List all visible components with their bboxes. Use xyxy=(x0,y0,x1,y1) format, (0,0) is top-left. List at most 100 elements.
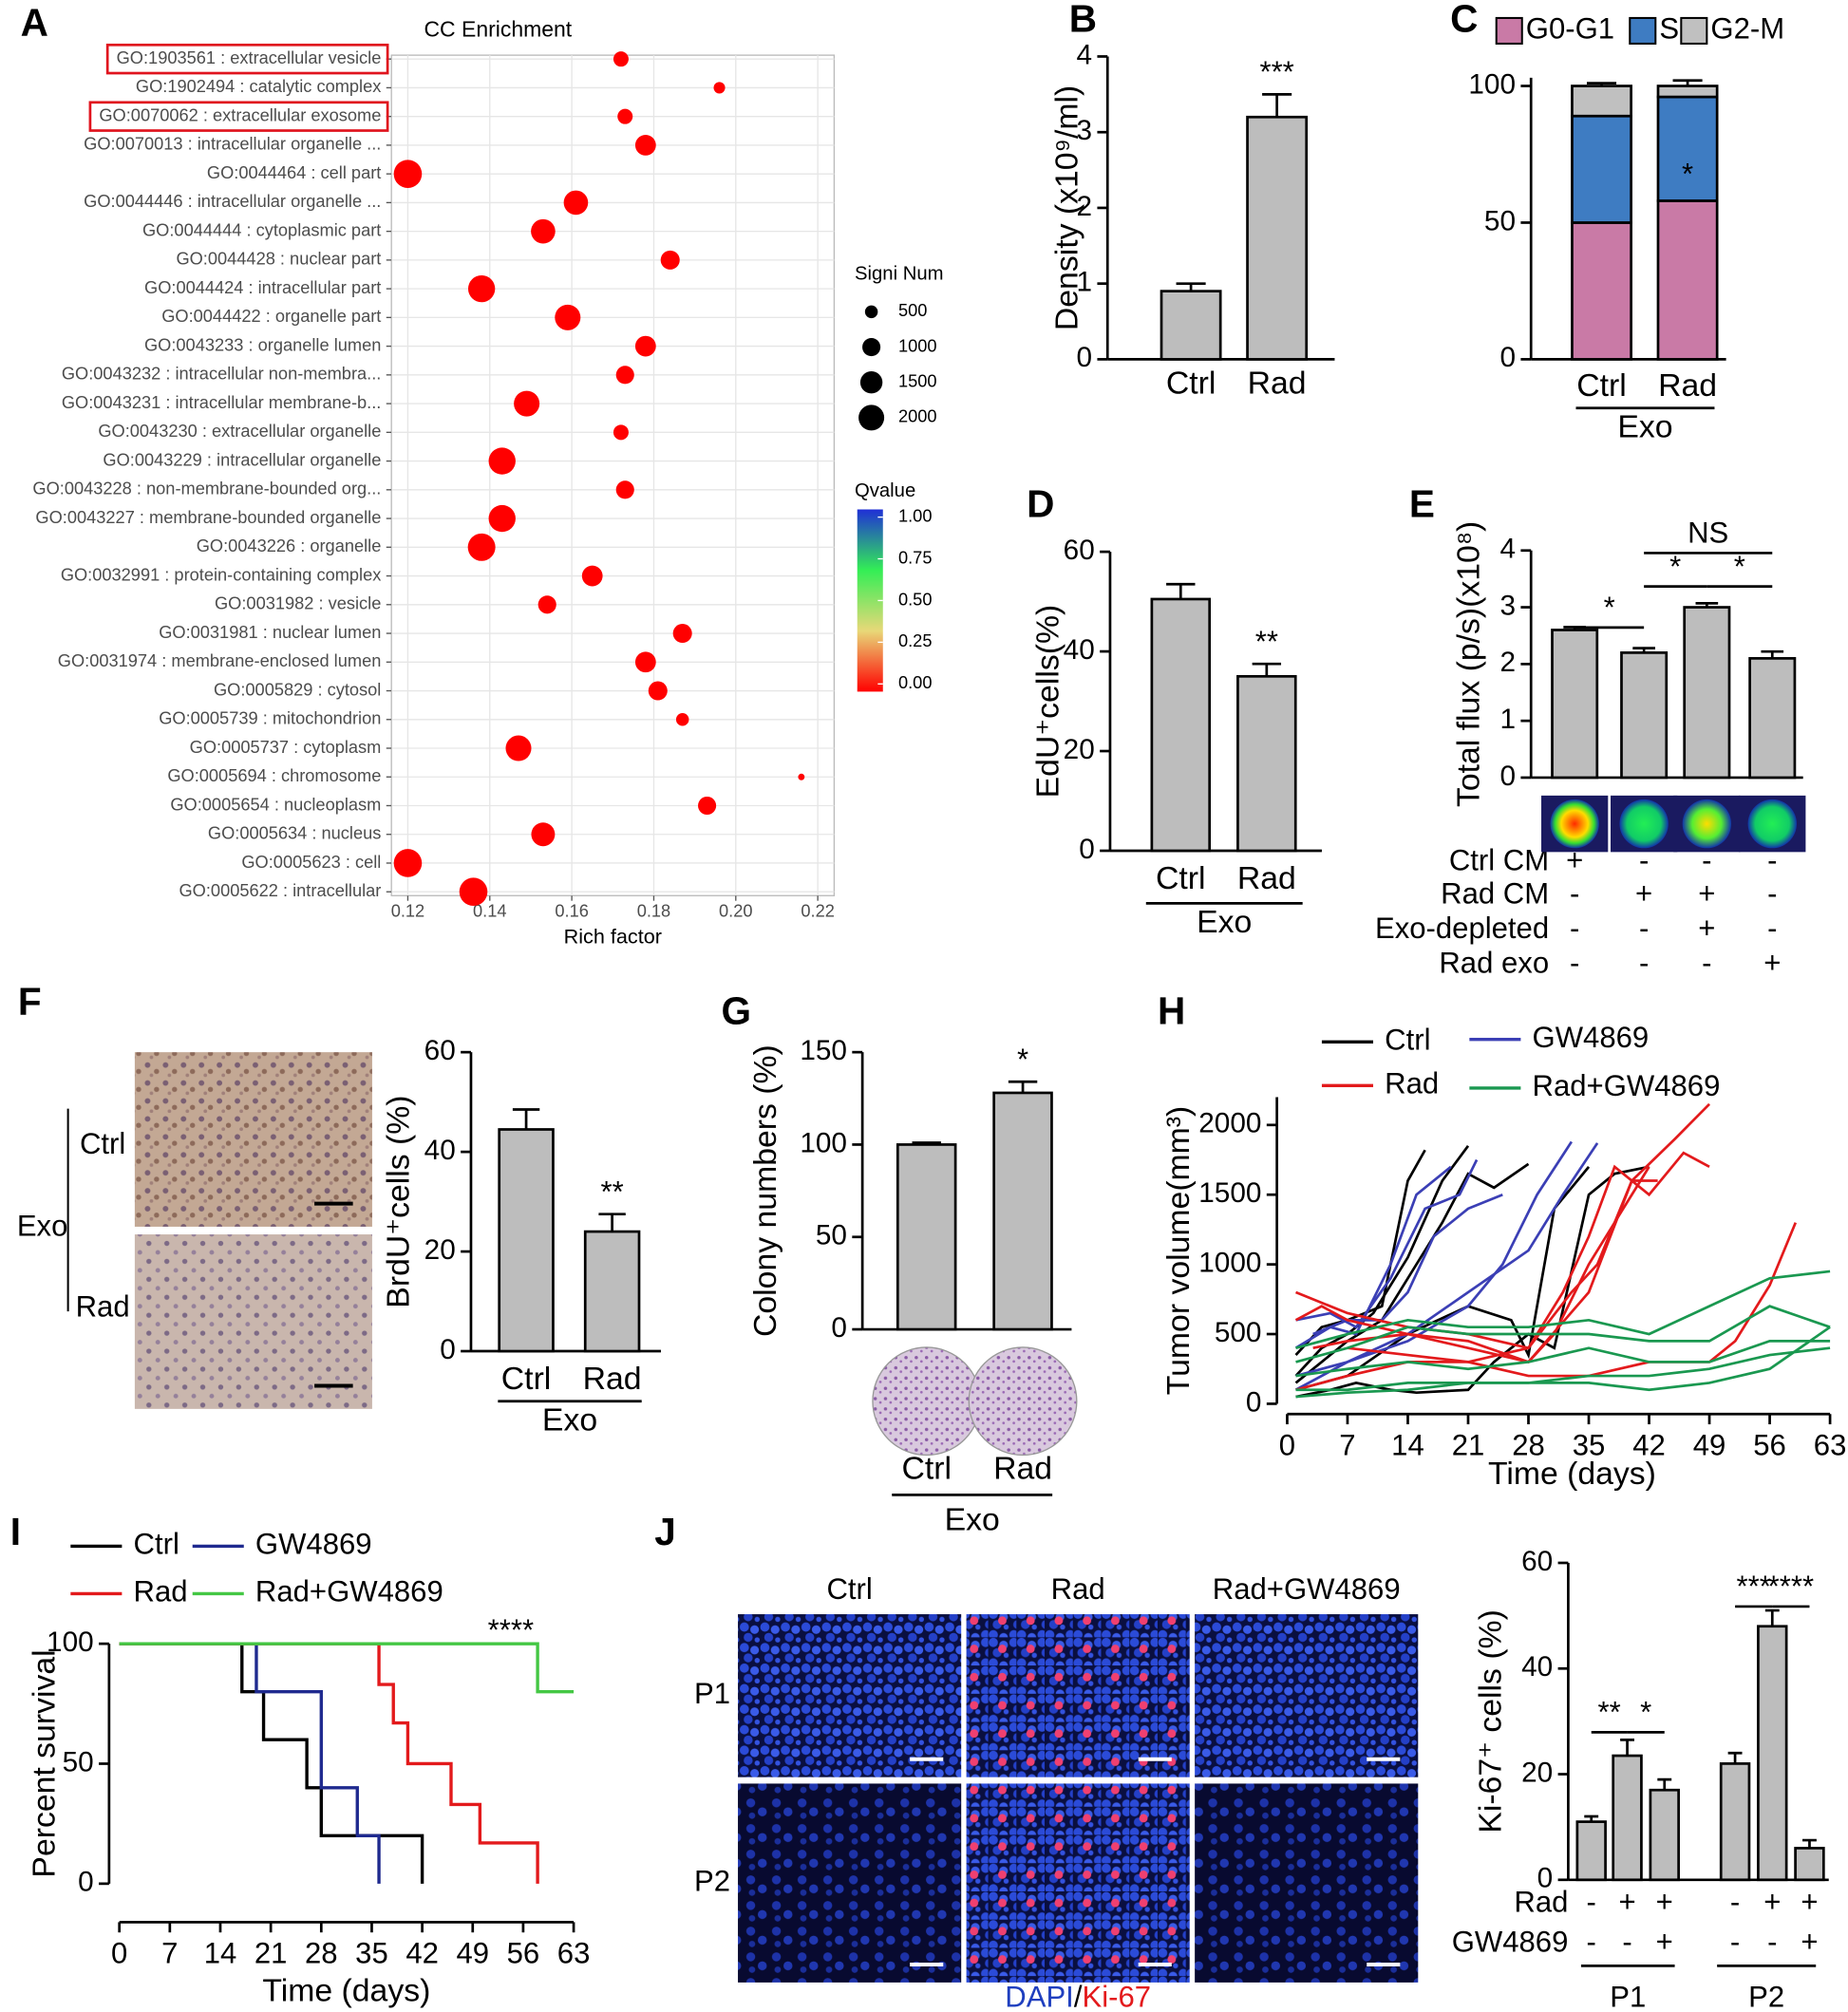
x-tick-label: Ctrl xyxy=(1156,860,1206,896)
x-tick-label: 0 xyxy=(1279,1429,1295,1462)
legend-label: Rad+GW4869 xyxy=(1533,1069,1721,1102)
table-cell: + xyxy=(1801,1886,1818,1919)
y-tick-label: GO:0070062 : extracellular exosome xyxy=(99,104,381,124)
bar xyxy=(1236,674,1297,853)
significance: * xyxy=(1017,1043,1028,1076)
ihc-image xyxy=(134,1234,372,1409)
y-tick-label: 0 xyxy=(1246,1386,1262,1418)
x-tick-label: 14 xyxy=(204,1937,237,1970)
y-tick-label: 100 xyxy=(800,1127,847,1158)
bar xyxy=(1551,629,1599,780)
x-tick-label: 42 xyxy=(1632,1429,1666,1462)
panel-letter: B xyxy=(1069,0,1097,41)
bubble xyxy=(488,504,516,533)
size-legend-title: Signi Num xyxy=(855,264,943,285)
x-axis-label: Time (days) xyxy=(262,1973,430,2009)
y-tick-label: 0 xyxy=(1499,342,1516,373)
x-tick-label: 35 xyxy=(355,1937,388,1970)
x-tick-label: 28 xyxy=(1512,1429,1545,1462)
bubble xyxy=(672,624,692,644)
y-axis-label: Tumor volume(mm³) xyxy=(1160,1106,1197,1396)
bar xyxy=(1683,606,1731,780)
tumor-growth-line xyxy=(1295,1165,1650,1399)
survival-curve xyxy=(119,1642,539,1884)
table-cell: + xyxy=(1698,876,1715,910)
x-tick-label: 0.14 xyxy=(473,901,506,921)
y-tick-label: 0 xyxy=(1079,834,1095,865)
bar-segment xyxy=(1656,199,1719,361)
bubble xyxy=(537,595,556,614)
panel-letter: I xyxy=(10,1510,21,1553)
bubble xyxy=(617,108,633,124)
table-row-label: Exo-depleted xyxy=(1375,912,1549,945)
group-label: Exo xyxy=(1617,408,1672,444)
color-legend-label: 0.00 xyxy=(898,672,933,692)
size-legend-key xyxy=(864,305,878,319)
y-tick-label: 0 xyxy=(831,1312,847,1344)
group-label: Exo xyxy=(945,1502,1000,1538)
bar xyxy=(1620,651,1669,780)
y-tick-label: GO:0044424 : intracellular part xyxy=(144,277,381,297)
panel-letter: C xyxy=(1450,0,1478,41)
y-axis-label: Density (x10⁹/ml) xyxy=(1049,85,1085,330)
y-tick-label: GO:0005694 : chromosome xyxy=(167,765,381,785)
bar-segment xyxy=(1571,85,1632,118)
legend-label: GW4869 xyxy=(255,1528,372,1561)
x-tick-label: 21 xyxy=(1452,1429,1485,1462)
y-tick-label: 2 xyxy=(1077,191,1093,222)
y-tick-label: 4 xyxy=(1499,534,1516,565)
tumor-growth-line xyxy=(1294,1145,1470,1377)
size-legend-label: 2000 xyxy=(898,406,937,426)
x-axis-label: Time (days) xyxy=(1488,1456,1656,1492)
table-cell: - xyxy=(1767,1926,1777,1959)
bubble xyxy=(393,160,423,188)
x-tick-label: Ctrl xyxy=(901,1451,952,1487)
legend-label: GW4869 xyxy=(1533,1021,1650,1054)
table-cell: + xyxy=(1763,946,1781,979)
color-legend-title: Qvalue xyxy=(855,480,915,501)
tumor-growth-line xyxy=(1295,1158,1479,1329)
y-tick-label: GO:0032991 : protein-containing complex xyxy=(61,564,382,584)
bar xyxy=(1757,1625,1788,1882)
bar xyxy=(896,1143,957,1331)
bar xyxy=(1575,1820,1607,1882)
survival-curve xyxy=(119,1642,424,1884)
table-cell: - xyxy=(1767,843,1777,876)
y-tick-label: 150 xyxy=(800,1035,847,1066)
y-axis-label: Percent survival xyxy=(27,1649,63,1877)
x-tick-label: 63 xyxy=(557,1937,591,1970)
y-tick-label: 0 xyxy=(440,1334,456,1365)
x-tick-label: Rad xyxy=(583,1361,642,1397)
highlight-box xyxy=(88,101,389,132)
error-bar xyxy=(1176,282,1206,291)
y-axis-label: Total flux (p/s)(x10⁸) xyxy=(1451,521,1487,807)
x-tick-label: 0.16 xyxy=(555,901,589,921)
error-bar xyxy=(1672,79,1703,86)
significance: ** xyxy=(1255,625,1278,658)
table-cell: - xyxy=(1622,1926,1631,1959)
error-bar xyxy=(1727,1751,1743,1764)
tumor-growth-line xyxy=(1294,1142,1599,1391)
significance: * xyxy=(1682,158,1693,191)
bar xyxy=(583,1230,641,1353)
x-tick-label: 14 xyxy=(1391,1429,1424,1462)
tumor-growth-line xyxy=(1347,1222,1798,1378)
x-tick-label: 0.20 xyxy=(719,901,753,921)
bar xyxy=(1794,1847,1825,1882)
x-tick-label: 21 xyxy=(255,1937,288,1970)
y-tick-label: GO:0070013 : intracellular organelle ... xyxy=(84,134,381,154)
x-tick-label: Ctrl xyxy=(1166,365,1216,401)
bar xyxy=(1748,657,1797,780)
bubble xyxy=(488,447,516,475)
tumor-growth-line xyxy=(1295,1165,1591,1392)
table-cell: - xyxy=(1639,843,1649,876)
table-cell: + xyxy=(1801,1926,1818,1959)
size-legend-key xyxy=(858,404,885,431)
table-cell: - xyxy=(1767,912,1777,945)
image-group-label: Exo xyxy=(17,1209,68,1242)
fluorescence-image xyxy=(1195,1614,1419,1777)
bubble xyxy=(467,533,496,561)
y-tick-label: GO:0043230 : extracellular organelle xyxy=(98,421,381,441)
y-tick-label: 20 xyxy=(1064,734,1095,765)
